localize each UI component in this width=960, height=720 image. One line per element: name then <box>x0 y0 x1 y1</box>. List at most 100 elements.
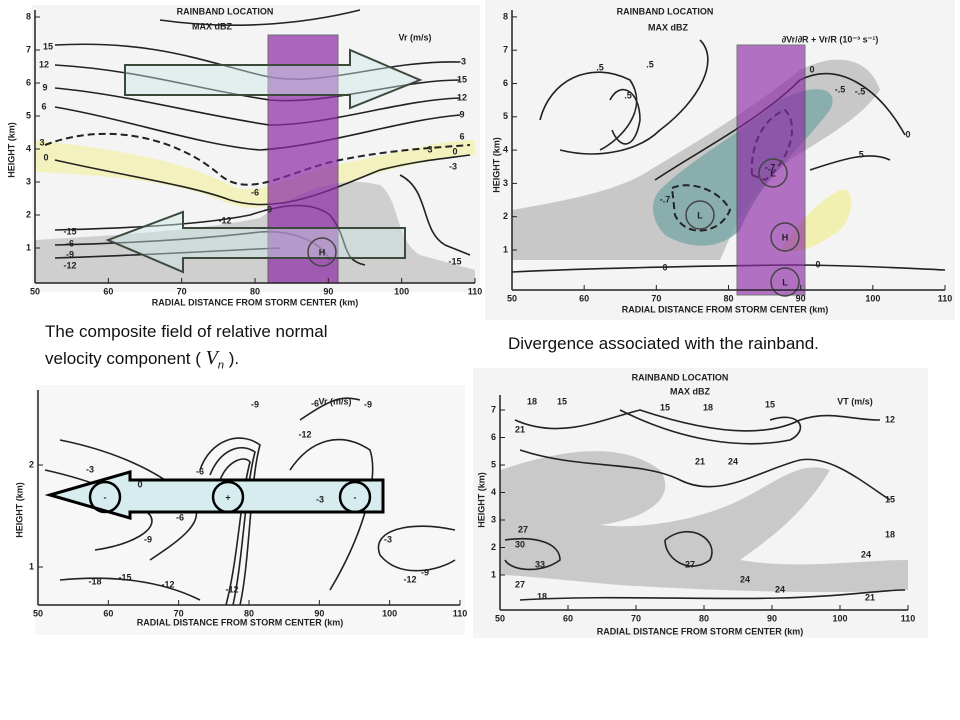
contour-label: 27 <box>515 579 525 589</box>
marker-circle <box>685 200 715 230</box>
y-tick-label: 5 <box>503 111 508 121</box>
x-axis-label: RADIAL DISTANCE FROM STORM CENTER (km) <box>152 297 359 307</box>
contour-label: 15 <box>660 402 670 412</box>
y-tick-label: 2 <box>26 209 31 219</box>
y-tick-label: 2 <box>503 211 508 221</box>
contour-label: -12 <box>218 215 231 225</box>
contour-line <box>377 525 456 572</box>
marker-circle <box>211 480 245 514</box>
contour-label: 33 <box>535 559 545 569</box>
contour-label: 21 <box>515 424 525 434</box>
contour-line <box>289 438 374 591</box>
marker-label: L <box>782 277 788 287</box>
x-tick-label: 70 <box>651 293 661 303</box>
contours <box>504 409 906 601</box>
contour-label: -15 <box>448 256 461 266</box>
y-tick-label: 7 <box>503 45 508 55</box>
x-tick-label: 90 <box>796 293 806 303</box>
y-tick-label: 4 <box>491 487 496 497</box>
x-tick-label: 60 <box>103 286 113 296</box>
marker-circle <box>338 480 372 514</box>
y-tick-label: 5 <box>26 110 31 120</box>
contour-label: .5 <box>646 59 654 69</box>
contour-label: 24 <box>740 574 750 584</box>
contour-line <box>44 132 471 186</box>
contour-label: -9 <box>264 204 272 214</box>
contour-line <box>670 184 732 232</box>
contour-label: -9 <box>66 249 74 259</box>
contour-label: 0 <box>815 259 820 269</box>
contour-label: -3 <box>384 534 392 544</box>
contour-label: 15 <box>885 494 895 504</box>
marker-label: H <box>319 247 326 257</box>
header-label: RAINBAND LOCATION <box>632 372 729 382</box>
inflow-arrow <box>105 210 406 274</box>
x-tick-label: 110 <box>938 293 953 303</box>
contour-line <box>664 530 713 567</box>
contour-line <box>159 9 361 26</box>
contour-label: -6 <box>176 512 184 522</box>
caption: The composite field of relative normal v… <box>45 318 465 379</box>
contour-label: .5 <box>596 62 604 72</box>
y-tick-label: 2 <box>491 542 496 552</box>
contour-line <box>44 469 153 551</box>
contour-line <box>514 409 881 432</box>
contour-label: 15 <box>765 399 775 409</box>
x-tick-label: 60 <box>563 613 573 623</box>
header-label: RAINBAND LOCATION <box>617 6 714 16</box>
rainband-highlight <box>736 44 806 296</box>
symbol-subscript: n <box>217 359 224 372</box>
contour-label: 12 <box>885 414 895 424</box>
contour-label: -.5 <box>855 86 866 96</box>
contour-label: -12 <box>403 574 416 584</box>
y-tick-label: 8 <box>26 11 31 21</box>
y-tick-label: 7 <box>491 404 496 414</box>
x-tick-label: 60 <box>579 293 589 303</box>
contour-label: 18 <box>537 591 547 601</box>
x-tick-label: 90 <box>323 286 333 296</box>
x-tick-label: 50 <box>495 613 505 623</box>
shading <box>35 140 475 208</box>
marker-circle <box>758 158 788 188</box>
y-tick-label: 1 <box>491 569 496 579</box>
contour-label: -15 <box>63 226 76 236</box>
contour-label: 15 <box>557 396 567 406</box>
quantity-label: ∂Vr/∂R + Vr/R (10⁻³ s⁻¹) <box>782 34 879 44</box>
contour-label: 30 <box>515 539 525 549</box>
marker-circle <box>770 222 800 252</box>
y-tick-label: 4 <box>503 144 508 154</box>
x-tick-label: 50 <box>30 286 40 296</box>
contour-label: 18 <box>527 396 537 406</box>
contour-label: 0 <box>137 479 142 489</box>
y-tick-label: 5 <box>491 459 496 469</box>
x-tick-label: 70 <box>177 286 187 296</box>
contour-line <box>519 449 891 501</box>
symbol: V <box>205 347 218 369</box>
contour-label: 0 <box>43 152 48 162</box>
x-tick-label: 100 <box>382 608 397 618</box>
contour-label: -3 <box>86 464 94 474</box>
contour-label: 27 <box>518 524 528 534</box>
contour-label: -18 <box>88 576 101 586</box>
x-tick-label: 60 <box>103 608 113 618</box>
caption-text: ). <box>228 349 240 368</box>
x-tick-label: 80 <box>699 613 709 623</box>
y-tick-label: 7 <box>26 44 31 54</box>
y-tick-label: 3 <box>26 176 31 186</box>
header-label: RAINBAND LOCATION <box>177 6 274 16</box>
x-tick-label: 90 <box>767 613 777 623</box>
contour-label: 24 <box>728 456 738 466</box>
y-axis-label: HEIGHT (km) <box>14 482 24 538</box>
x-tick-label: 70 <box>631 613 641 623</box>
x-tick-label: 110 <box>453 608 468 618</box>
max-dbz-label: MAX dBZ <box>192 21 232 31</box>
contour-line <box>504 537 561 571</box>
contour-label: 3 <box>427 144 432 154</box>
shading <box>500 451 908 593</box>
contour-label: .5 <box>856 149 864 159</box>
contour-label: 21 <box>695 456 705 466</box>
y-tick-label: 1 <box>29 561 34 571</box>
contour-line <box>809 155 891 171</box>
max-dbz-label: MAX dBZ <box>648 22 688 32</box>
